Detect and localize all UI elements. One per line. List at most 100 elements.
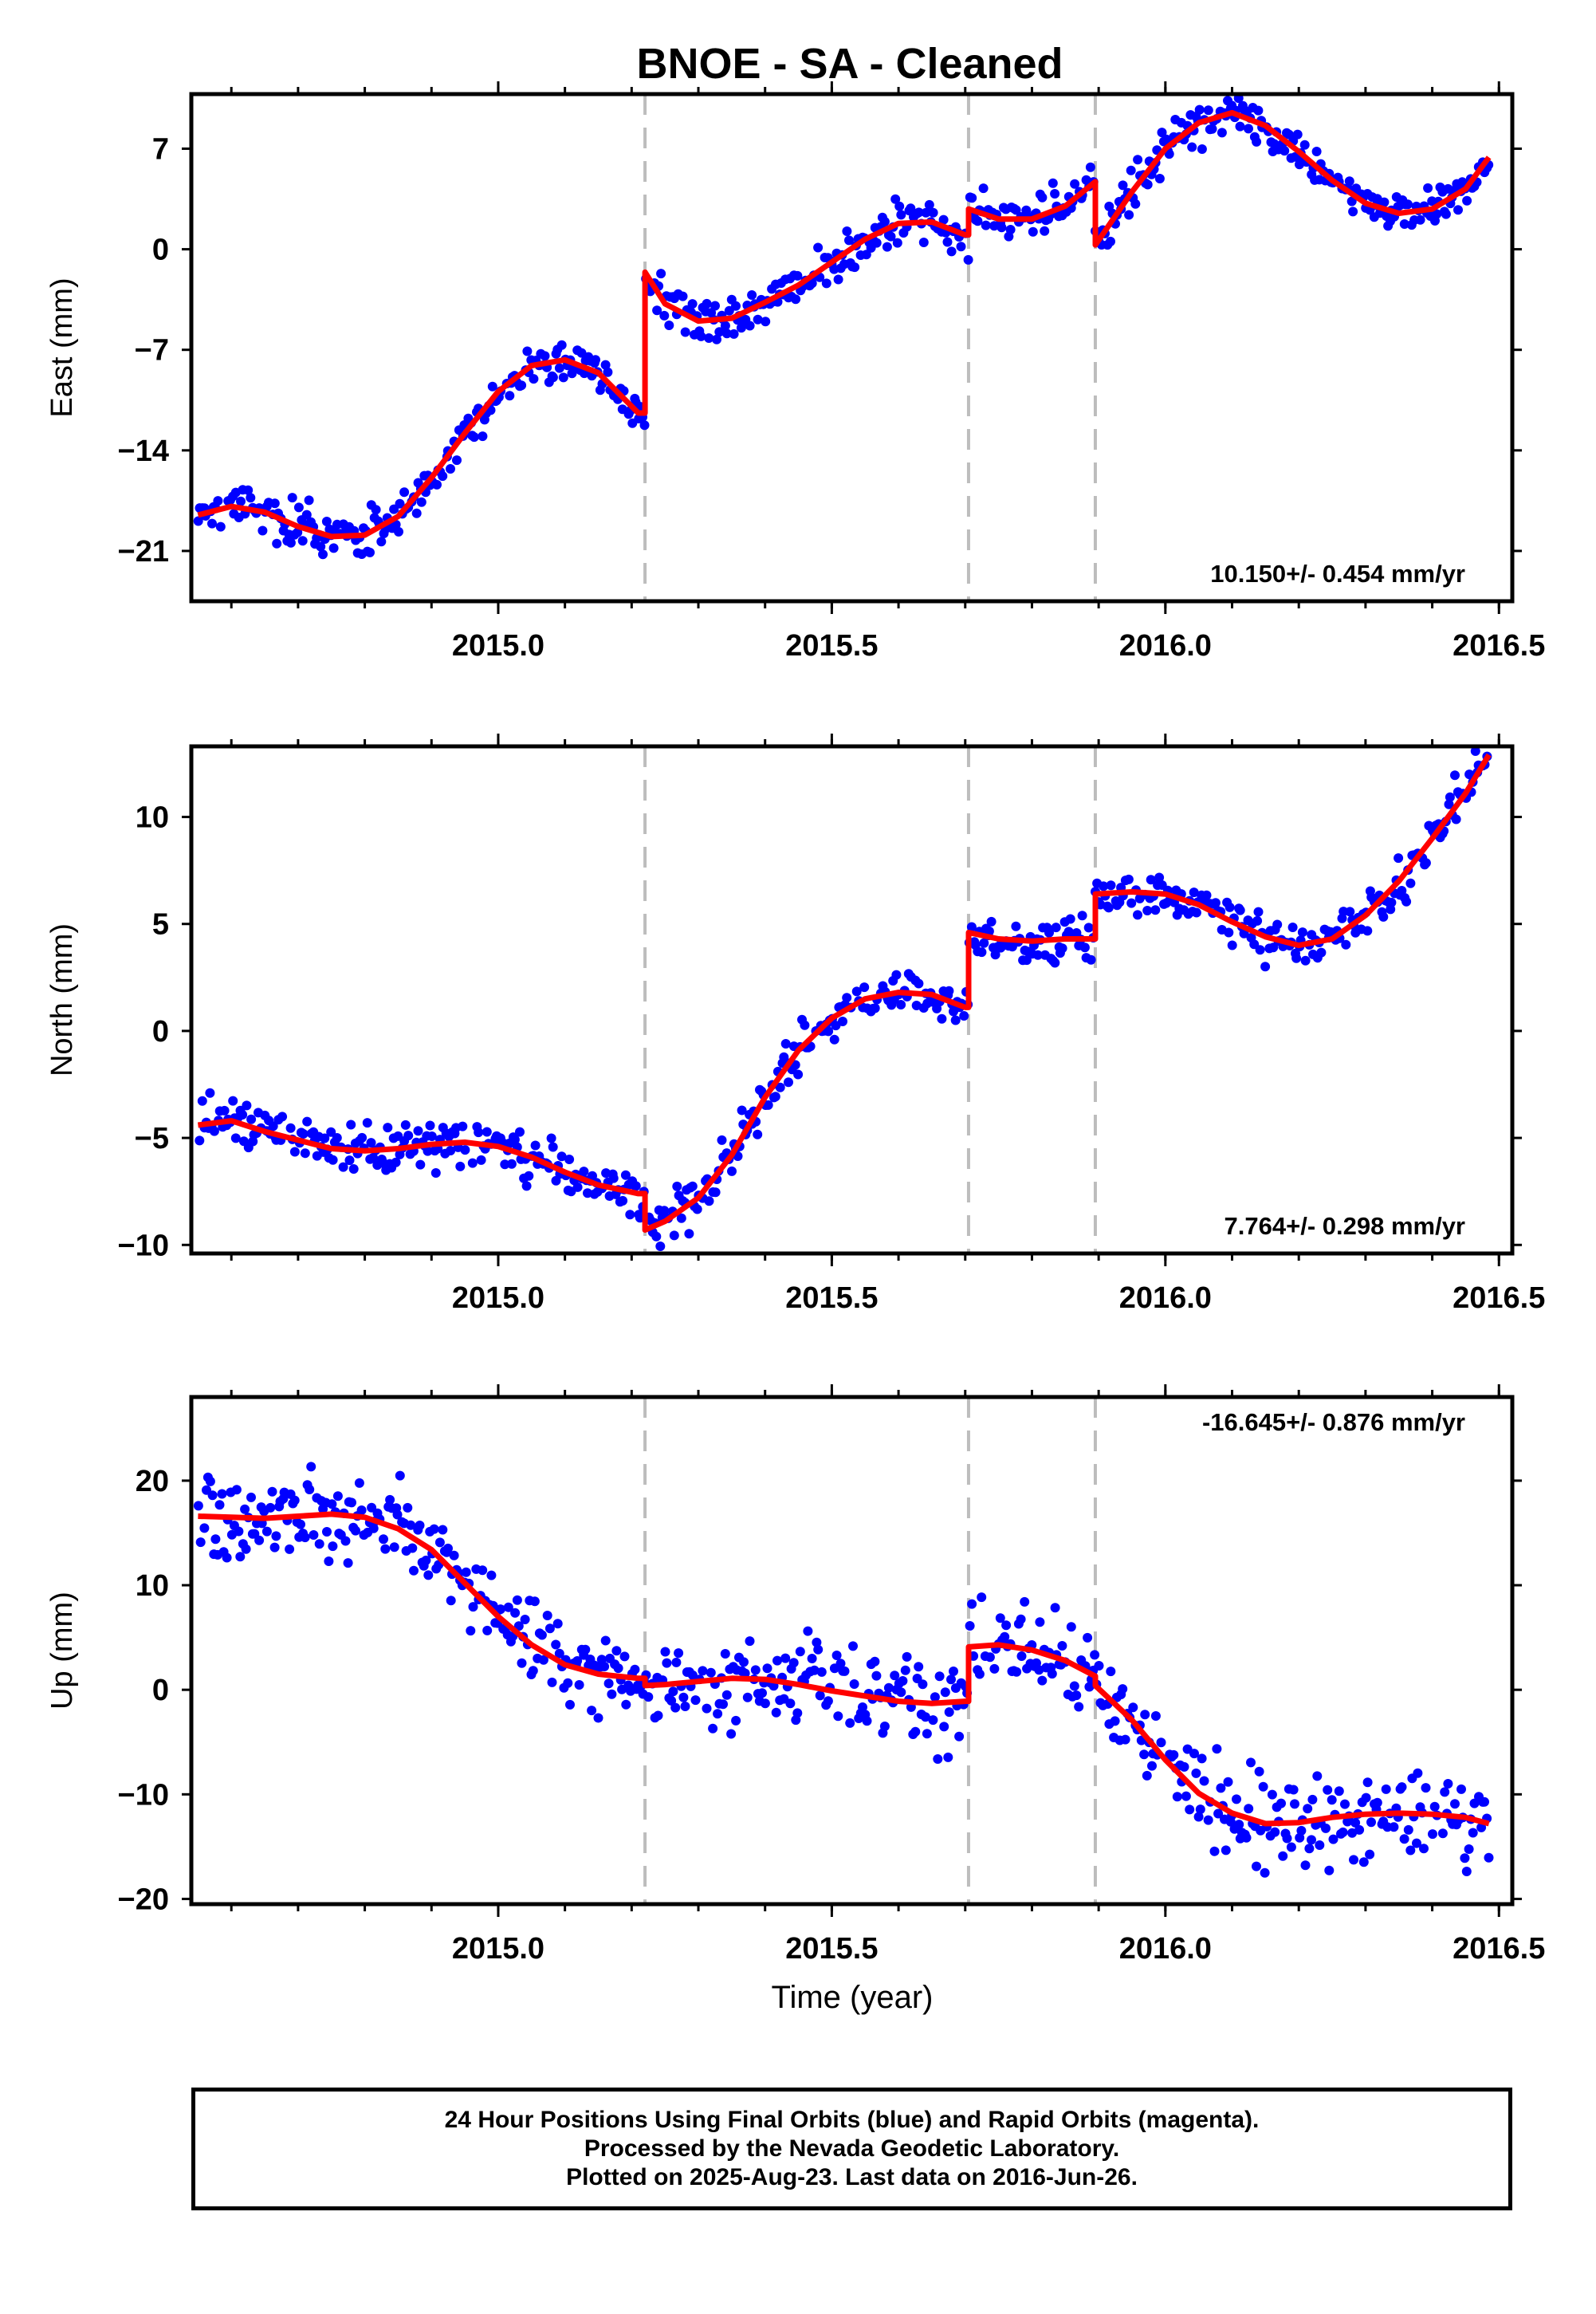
- data-point-east: [478, 431, 488, 442]
- data-point-north: [1397, 886, 1407, 895]
- data-point-north: [197, 1096, 207, 1106]
- data-point-up: [1405, 1845, 1416, 1856]
- data-point-up: [267, 1486, 277, 1497]
- data-point-up: [1139, 1749, 1150, 1760]
- panel-up: 20 10 0 −10 −20 2015.0 2015.5 2016.0 2016.5 Up (…: [45, 1384, 1545, 1966]
- data-point-east: [1050, 189, 1060, 199]
- data-point-north: [400, 1120, 411, 1130]
- data-point-up: [309, 1530, 319, 1540]
- data-point-up: [327, 1499, 337, 1509]
- data-point-north: [1268, 943, 1279, 953]
- data-point-up: [340, 1536, 351, 1546]
- data-point-east: [906, 203, 916, 214]
- data-point-east: [639, 420, 650, 431]
- x-tick-label-east: 2016.5: [1453, 629, 1545, 663]
- data-point-north: [780, 1039, 791, 1049]
- y-tick-label-east: 0: [152, 234, 169, 267]
- data-point-up: [407, 1543, 418, 1553]
- data-point-up: [1169, 1749, 1179, 1760]
- data-point-east: [213, 496, 223, 506]
- data-point-east: [680, 327, 690, 337]
- data-point-north: [1249, 939, 1260, 950]
- x-tick-label-east: 2015.5: [785, 629, 878, 663]
- data-point-east: [297, 536, 308, 546]
- data-point-up: [611, 1646, 622, 1656]
- data-point-up: [1399, 1834, 1409, 1844]
- data-point-north: [506, 1159, 517, 1169]
- data-point-up: [680, 1702, 690, 1711]
- data-point-north: [1150, 905, 1161, 915]
- data-point-east: [714, 327, 725, 337]
- y-tick-label-east: −7: [135, 334, 169, 368]
- data-point-up: [1290, 1799, 1299, 1809]
- y-tick-label-up: −10: [118, 1778, 169, 1812]
- data-point-up: [792, 1708, 803, 1718]
- data-point-north: [669, 1230, 679, 1241]
- data-point-up: [554, 1648, 564, 1659]
- data-point-up: [593, 1713, 603, 1723]
- data-point-east: [1348, 207, 1358, 217]
- data-point-up: [351, 1525, 360, 1536]
- data-point-north: [1146, 875, 1156, 885]
- data-point-east: [215, 521, 226, 532]
- data-point-north: [710, 1187, 721, 1198]
- data-point-up: [731, 1715, 741, 1726]
- data-point-east: [246, 493, 256, 503]
- data-point-up: [1296, 1825, 1307, 1836]
- data-point-north: [285, 1123, 296, 1133]
- x-tick-label-east: 2015.0: [452, 629, 544, 663]
- data-point-up: [423, 1570, 434, 1580]
- data-point-north: [289, 1147, 300, 1157]
- chart-title: BNOE - SA - Cleaned: [636, 40, 1063, 88]
- data-point-up: [1241, 1832, 1252, 1843]
- data-point-up: [1468, 1828, 1478, 1838]
- data-point-up: [1150, 1711, 1161, 1721]
- data-point-north: [979, 938, 989, 948]
- data-point-north: [1086, 954, 1096, 965]
- data-point-east: [304, 495, 314, 506]
- data-point-east: [894, 201, 905, 211]
- data-point-north: [344, 1155, 355, 1166]
- y-axis-label-north: North (mm): [45, 923, 79, 1076]
- data-point-up: [403, 1502, 413, 1513]
- data-point-up: [670, 1702, 681, 1713]
- data-point-up: [772, 1655, 782, 1666]
- data-point-up: [1461, 1867, 1472, 1876]
- data-point-east: [704, 333, 714, 343]
- data-point-north: [332, 1133, 342, 1143]
- panel-east: 7 0 −7 −14 −21 2015.0 2015.5 2016.0 2016.5 East …: [45, 81, 1545, 663]
- data-point-north: [824, 1026, 834, 1037]
- data-point-east: [1253, 105, 1264, 116]
- data-point-up: [1312, 1771, 1323, 1781]
- data-point-east: [1379, 197, 1390, 207]
- data-point-up: [1000, 1631, 1010, 1642]
- data-point-east: [886, 231, 896, 242]
- data-point-up: [653, 1710, 663, 1721]
- data-point-up: [1340, 1799, 1350, 1809]
- data-point-east: [1207, 124, 1217, 134]
- data-point-up: [739, 1657, 749, 1667]
- data-point-north: [1133, 910, 1142, 920]
- data-point-up: [1120, 1734, 1130, 1745]
- data-point-up: [1403, 1824, 1413, 1835]
- data-point-up: [271, 1531, 281, 1541]
- data-point-up: [687, 1670, 698, 1680]
- data-point-up: [785, 1698, 796, 1709]
- data-point-north: [959, 1011, 969, 1021]
- data-point-up: [343, 1558, 353, 1568]
- data-point-up: [1203, 1815, 1213, 1825]
- data-point-east: [487, 381, 497, 392]
- data-point-up: [1381, 1784, 1391, 1794]
- data-point-up: [1172, 1792, 1182, 1802]
- data-point-east: [871, 238, 882, 248]
- data-point-up: [1354, 1824, 1365, 1835]
- data-point-up: [347, 1497, 356, 1508]
- data-point-north: [346, 1120, 356, 1130]
- data-point-east: [1124, 210, 1134, 220]
- data-point-up: [995, 1613, 1005, 1623]
- data-point-up: [446, 1596, 456, 1606]
- data-point-north: [1253, 907, 1264, 917]
- data-point-up: [809, 1665, 820, 1675]
- data-point-north: [1210, 898, 1221, 908]
- y-tick-label-north: −10: [118, 1229, 169, 1262]
